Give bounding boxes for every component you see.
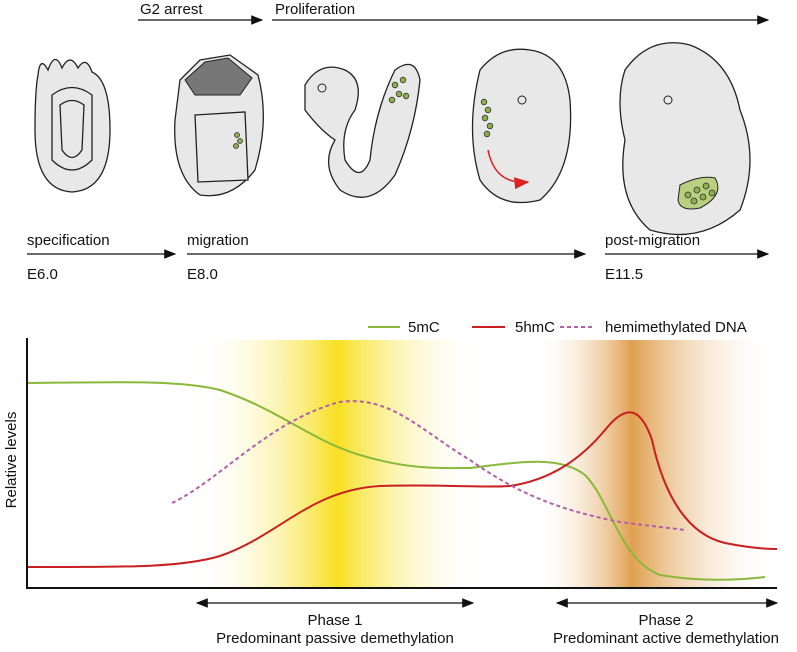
curve-5mc: [27, 381, 766, 581]
phase-description: Predominant active demethylation: [553, 630, 779, 647]
embryo-illustrations: [34, 42, 751, 236]
legend-label: 5hmC: [515, 319, 555, 336]
legend-label: 5mC: [408, 319, 440, 336]
arrow-label: Proliferation: [275, 1, 355, 18]
phase-name: Phase 2: [638, 612, 693, 629]
stage-time: E6.0: [27, 266, 58, 283]
stage-label: specification: [27, 232, 110, 249]
curve-hemimethylated: [171, 400, 686, 531]
stage-time: E11.5: [605, 266, 643, 283]
curve-5hmc: [27, 411, 778, 569]
phase-band: [535, 340, 777, 587]
arrow-label: G2 arrest: [140, 1, 203, 18]
phase-description: Predominant passive demethylation: [216, 630, 454, 647]
phase-name: Phase 1: [307, 612, 362, 629]
stage-label: migration: [187, 232, 249, 249]
stage-label: post-migration: [605, 232, 700, 249]
phase-band: [195, 340, 480, 587]
y-axis-label: Relative levels: [3, 412, 20, 509]
stage-time: E8.0: [187, 266, 218, 283]
legend-label: hemimethylated DNA: [605, 319, 747, 336]
